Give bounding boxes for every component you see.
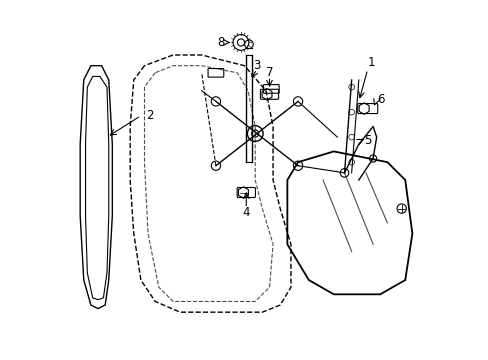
Text: 6: 6 [376, 93, 384, 106]
Text: 3: 3 [253, 59, 260, 72]
Text: 7: 7 [265, 66, 273, 79]
Text: 5: 5 [364, 134, 371, 147]
Text: 1: 1 [367, 55, 374, 69]
Text: 4: 4 [242, 206, 249, 219]
Text: 8: 8 [217, 36, 224, 49]
Text: 2: 2 [146, 109, 153, 122]
